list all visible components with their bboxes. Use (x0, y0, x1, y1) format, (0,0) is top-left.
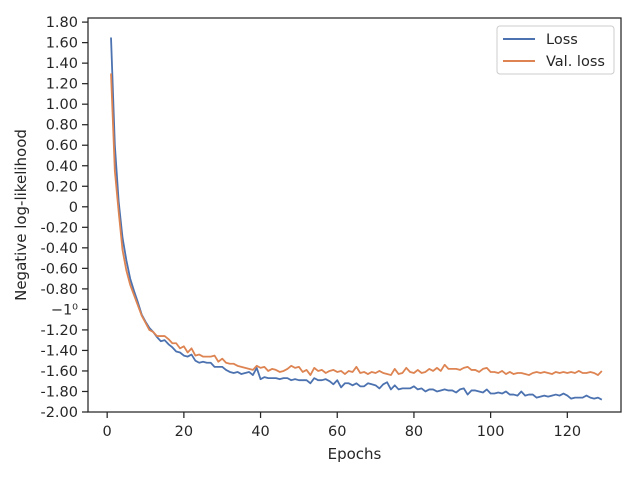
legend: Loss Val. loss (496, 25, 615, 75)
y-tick-label: −1⁰ (51, 302, 78, 318)
series-line-loss (110, 37, 603, 401)
y-tick-label: 0.20 (46, 179, 78, 195)
y-tick-label: 0.40 (46, 159, 78, 175)
y-tick-label: 1.80 (46, 15, 78, 31)
y-tick-label: 0.60 (46, 138, 78, 154)
y-axis-label: Negative log-likelihood (12, 129, 30, 301)
y-tick-label: 0.80 (46, 118, 78, 134)
series-line-val-loss (110, 73, 603, 376)
x-tick-label: 20 (175, 424, 193, 440)
y-tick-label: -0.80 (40, 282, 78, 298)
y-tick-label: 1.60 (46, 36, 78, 52)
legend-label-val-loss: Val. loss (546, 54, 605, 70)
y-tick-label: -1.20 (40, 323, 78, 339)
y-tick-label: -1.80 (40, 384, 78, 400)
y-tick-label: -0.20 (40, 220, 78, 236)
y-axis: 1.80 1.60 1.40 1.20 1.00 0.80 0.60 0.40 0.20 0 -0.… (40, 15, 88, 421)
x-tick-label: 120 (553, 424, 581, 440)
x-tick-label: 0 (103, 424, 112, 440)
y-tick-label: 0 (69, 200, 78, 216)
plot-frame (87, 17, 622, 413)
legend-label-loss: Loss (546, 32, 578, 48)
x-tick-label: 80 (405, 424, 423, 440)
y-tick-label: -1.40 (40, 343, 78, 359)
y-tick-label: -0.40 (40, 241, 78, 257)
y-tick-label: -2.00 (40, 405, 78, 421)
x-tick-label: 60 (328, 424, 346, 440)
y-tick-label: 1.20 (46, 77, 78, 93)
x-tick-label: 40 (251, 424, 269, 440)
y-tick-label: 1.00 (46, 97, 78, 113)
x-axis: 0 20 40 60 80 100 120 (103, 412, 581, 440)
x-axis-label: Epochs (328, 445, 382, 463)
y-tick-label: -1.60 (40, 364, 78, 380)
x-tick-label: 100 (477, 424, 505, 440)
series-layer (110, 37, 603, 401)
y-tick-label: 1.40 (46, 56, 78, 72)
y-tick-label: -0.60 (40, 261, 78, 277)
